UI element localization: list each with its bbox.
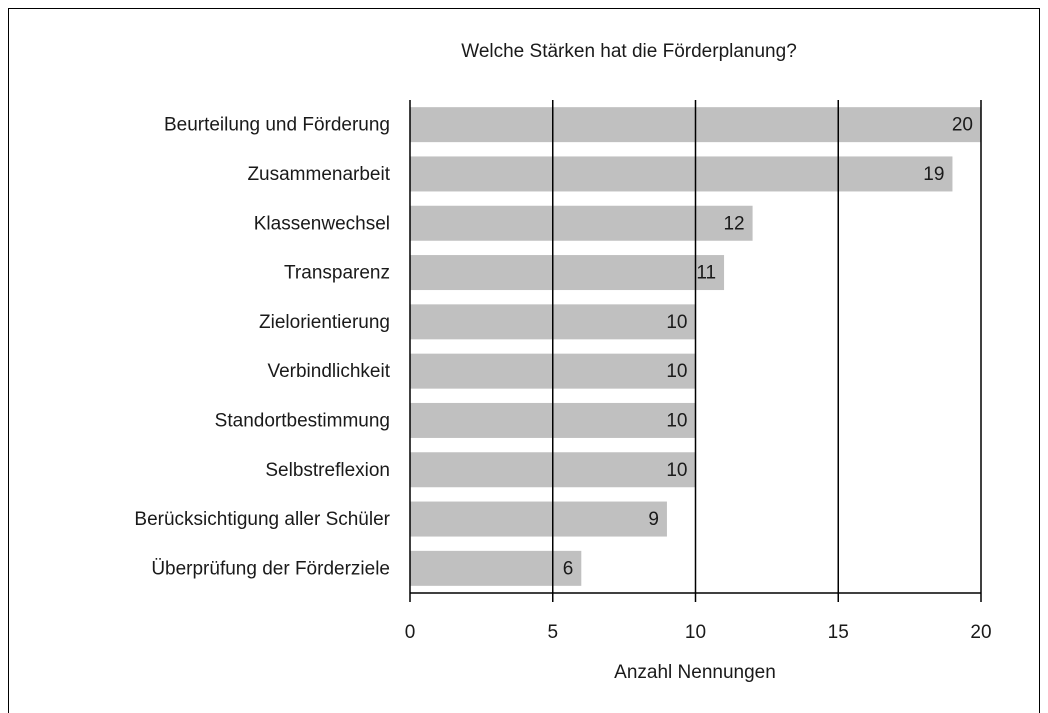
y-tick-label: Zielorientierung xyxy=(259,312,390,333)
y-tick-label: Verbindlichkeit xyxy=(267,361,390,382)
x-tick-label: 10 xyxy=(685,622,706,643)
x-tick-label: 20 xyxy=(970,622,991,643)
x-tick-label: 5 xyxy=(547,622,558,643)
bar xyxy=(410,156,953,192)
y-tick-label: Selbstreflexion xyxy=(265,460,390,481)
data-label: 9 xyxy=(648,509,659,530)
bar xyxy=(410,501,667,537)
x-tick-label: 0 xyxy=(405,622,416,643)
y-tick-label: Beurteilung und Förderung xyxy=(164,115,390,136)
x-axis-label: Anzahl Nennungen xyxy=(614,662,776,683)
data-label: 11 xyxy=(696,263,716,284)
y-tick-label: Klassenwechsel xyxy=(254,213,390,234)
data-label: 10 xyxy=(666,312,687,333)
data-label: 12 xyxy=(723,213,744,234)
data-label: 10 xyxy=(666,410,687,431)
data-label: 6 xyxy=(563,558,574,579)
x-tick-label: 15 xyxy=(828,622,849,643)
data-label: 10 xyxy=(666,460,687,481)
y-tick-label: Transparenz xyxy=(284,263,390,284)
frame xyxy=(8,8,1040,713)
bar xyxy=(410,255,725,291)
data-label: 10 xyxy=(666,361,687,382)
y-tick-label: Überprüfung der Förderziele xyxy=(151,558,390,579)
bar xyxy=(410,205,753,241)
y-tick-label: Zusammenarbeit xyxy=(247,164,390,185)
data-label: 19 xyxy=(923,164,944,185)
y-tick-label: Berücksichtigung aller Schüler xyxy=(134,509,390,530)
y-tick-label: Standortbestimmung xyxy=(215,410,390,431)
data-label: 20 xyxy=(952,115,973,136)
bar xyxy=(410,550,582,586)
chart-title: Welche Stärken hat die Förderplanung? xyxy=(461,41,797,62)
